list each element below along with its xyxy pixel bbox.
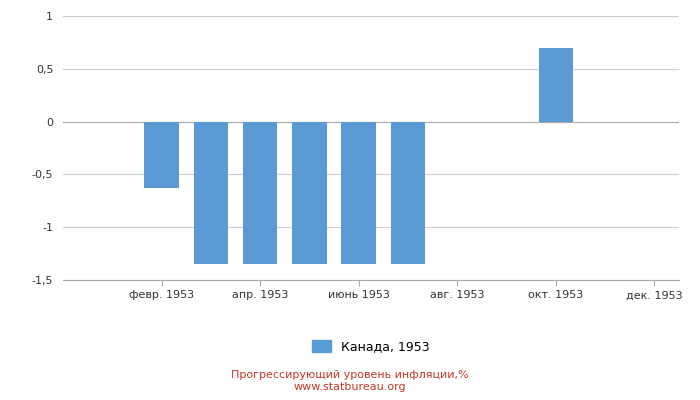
Bar xyxy=(194,122,228,264)
Bar xyxy=(144,122,178,188)
Bar xyxy=(391,122,425,264)
Bar xyxy=(243,122,277,264)
Bar xyxy=(292,122,327,264)
Text: Прогрессирующий уровень инфляции,%
www.statbureau.org: Прогрессирующий уровень инфляции,% www.s… xyxy=(231,370,469,392)
Legend: Канада, 1953: Канада, 1953 xyxy=(307,335,435,358)
Bar xyxy=(342,122,376,264)
Bar xyxy=(538,48,573,122)
